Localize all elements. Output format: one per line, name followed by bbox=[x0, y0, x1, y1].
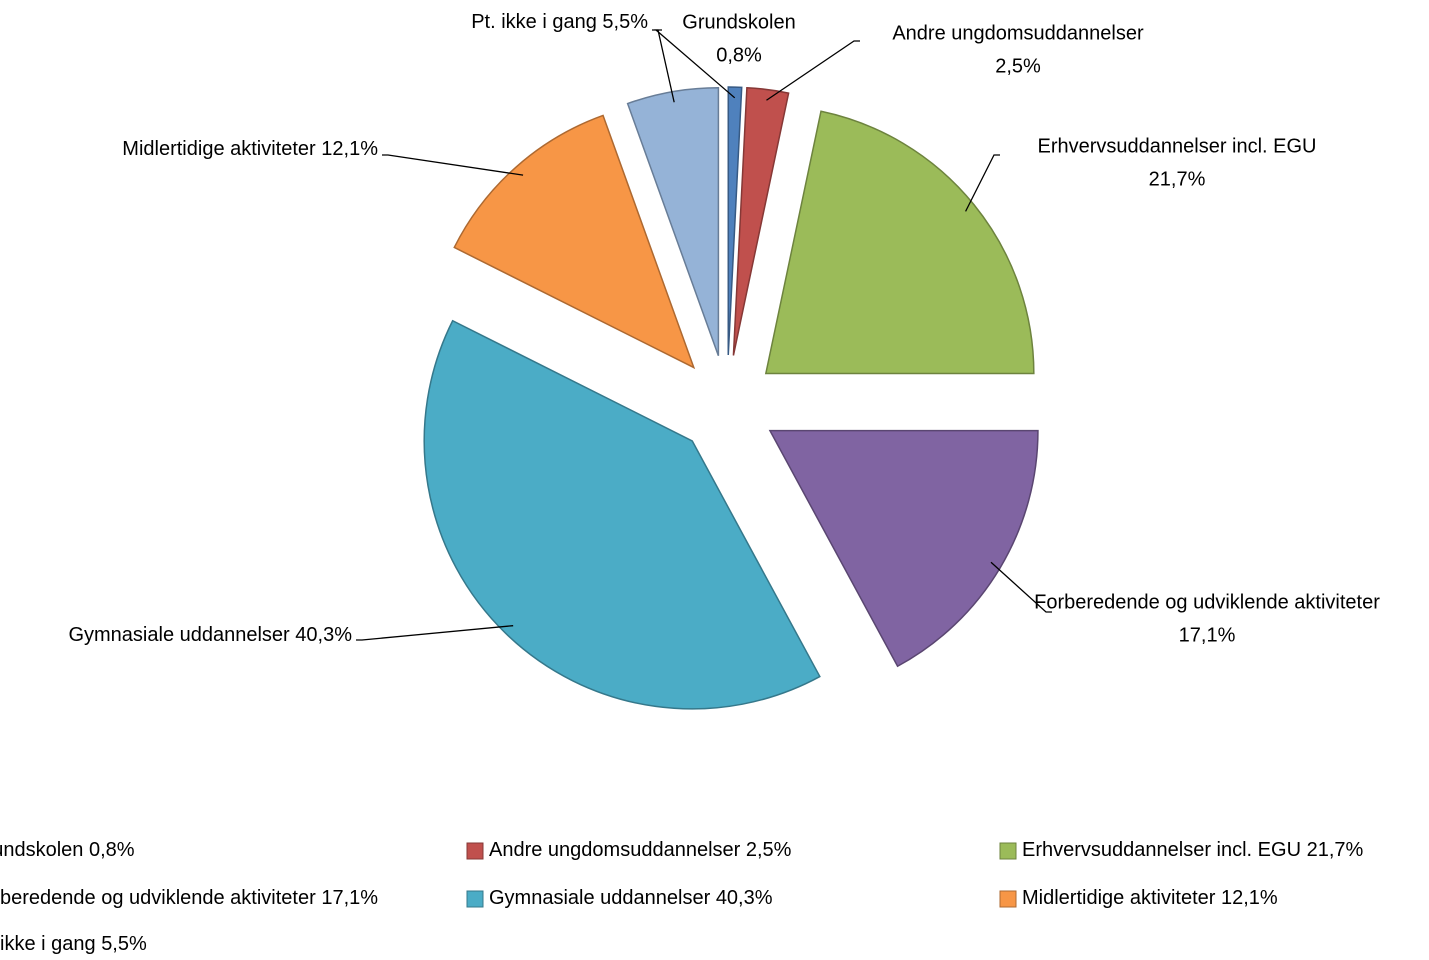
legend-entry: Erhvervsuddannelser incl. EGU 21,7% bbox=[1022, 839, 1364, 861]
legend-swatch bbox=[466, 842, 484, 860]
legend-value: 17,1% bbox=[321, 887, 378, 909]
data-label: Midlertidige aktiviteter 12,1% bbox=[122, 138, 378, 160]
pie-slice bbox=[453, 114, 696, 370]
data-label-value: 12,1% bbox=[321, 138, 378, 160]
data-label-name: Grundskolen bbox=[682, 11, 795, 33]
leader-line bbox=[652, 29, 675, 103]
legend-swatch bbox=[999, 842, 1017, 860]
legend-name: Gymnasiale uddannelser bbox=[489, 887, 711, 909]
data-label-value: 5,5% bbox=[602, 11, 648, 33]
legend-name: Forberedende og udviklende aktiviteter bbox=[0, 887, 316, 909]
leader-line bbox=[965, 154, 1000, 212]
legend-swatch bbox=[466, 890, 484, 908]
legend-name: Grundskolen bbox=[0, 839, 83, 861]
legend-name: Pt. ikke i gang bbox=[0, 933, 96, 955]
data-label-value: 21,7% bbox=[1149, 168, 1206, 190]
leader-line bbox=[990, 561, 1052, 613]
legend-swatch bbox=[999, 890, 1017, 908]
data-label-name: Andre ungdomsuddannelser bbox=[892, 22, 1144, 44]
pie-slice bbox=[764, 110, 1035, 375]
data-label-value: 40,3% bbox=[295, 624, 352, 646]
pie-slice bbox=[423, 319, 821, 710]
leader-line bbox=[356, 625, 514, 641]
data-label-name: Pt. ikke i gang bbox=[471, 11, 597, 33]
pie-slice bbox=[727, 86, 743, 356]
pie-slice bbox=[732, 86, 790, 356]
data-label: Gymnasiale uddannelser 40,3% bbox=[68, 624, 352, 646]
data-label-value: 17,1% bbox=[1179, 624, 1236, 646]
leader-line bbox=[766, 40, 860, 101]
legend-value: 0,8% bbox=[89, 839, 135, 861]
data-label-name: Gymnasiale uddannelser bbox=[68, 624, 290, 646]
legend-value: 40,3% bbox=[716, 887, 773, 909]
legend-entry: Forberedende og udviklende aktiviteter 1… bbox=[0, 887, 378, 909]
legend-value: 2,5% bbox=[746, 839, 792, 861]
legend-entry: Grundskolen 0,8% bbox=[0, 839, 135, 861]
legend-name: Erhvervsuddannelser incl. EGU bbox=[1022, 839, 1301, 861]
legend-entry: Andre ungdomsuddannelser 2,5% bbox=[489, 839, 792, 861]
data-label-name: Erhvervsuddannelser incl. EGU bbox=[1037, 135, 1316, 157]
legend-entry: Gymnasiale uddannelser 40,3% bbox=[489, 887, 773, 909]
legend-name: Midlertidige aktiviteter bbox=[1022, 887, 1216, 909]
data-label-name: Midlertidige aktiviteter bbox=[122, 138, 316, 160]
legend-name: Andre ungdomsuddannelser bbox=[489, 839, 741, 861]
legend-entry: Pt. ikke i gang 5,5% bbox=[0, 933, 147, 955]
pie-slice bbox=[768, 429, 1039, 668]
data-label-value: 0,8% bbox=[716, 44, 762, 66]
data-label: Pt. ikke i gang 5,5% bbox=[471, 11, 648, 33]
legend-value: 5,5% bbox=[101, 933, 147, 955]
legend-value: 21,7% bbox=[1307, 839, 1364, 861]
data-label-name: Forberedende og udviklende aktiviteter bbox=[1034, 591, 1380, 613]
leader-line bbox=[382, 154, 524, 176]
legend-value: 12,1% bbox=[1221, 887, 1278, 909]
legend-entry: Midlertidige aktiviteter 12,1% bbox=[1022, 887, 1278, 909]
data-label-value: 2,5% bbox=[995, 55, 1041, 77]
